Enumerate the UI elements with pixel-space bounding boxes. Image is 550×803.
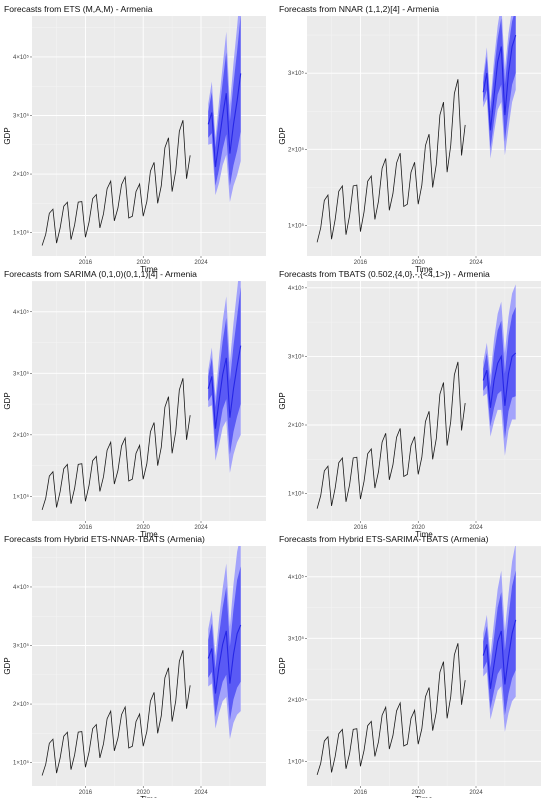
chart-panel-5: Forecasts from Hybrid ETS-NNAR-TBATS (Ar… — [3, 534, 266, 803]
y-tick-label: 1×10⁵ — [288, 758, 305, 765]
y-tick-label: 2×10⁵ — [288, 146, 305, 153]
y-tick-label: 1×10⁵ — [288, 491, 305, 498]
chart-title: Forecasts from SARIMA (0,1,0)(0,1,1)[4] … — [4, 269, 197, 279]
x-axis-label: Time — [140, 530, 158, 539]
prediction-band-80 — [483, 307, 516, 439]
prediction-band-80 — [208, 287, 241, 455]
history-series-line — [316, 79, 466, 243]
x-axis-label: Time — [415, 530, 433, 539]
x-axis-label: Time — [415, 265, 433, 274]
y-tick-label: 1×10⁵ — [288, 223, 305, 230]
x-tick-label: 2024 — [469, 525, 483, 531]
y-tick-label: 3×10⁵ — [288, 353, 305, 360]
history-series-line — [41, 650, 191, 776]
y-axis-label: GDP — [3, 657, 12, 674]
y-tick-label: 1×10⁵ — [13, 493, 30, 500]
history-series-line — [316, 361, 466, 509]
x-tick-label: 2016 — [354, 525, 368, 531]
x-tick-label: 2020 — [412, 260, 426, 266]
history-series-line — [41, 120, 191, 246]
prediction-band-80 — [483, 16, 516, 150]
chart-title: Forecasts from Hybrid ETS-SARIMA-TBATS (… — [279, 534, 489, 544]
chart-title: Forecasts from NNAR (1,1,2)[4] - Armenia — [279, 4, 439, 14]
y-tick-label: 1×10⁵ — [13, 230, 30, 237]
y-tick-label: 2×10⁵ — [288, 422, 305, 429]
chart-panel-3: Forecasts from SARIMA (0,1,0)(0,1,1)[4] … — [3, 269, 266, 539]
x-tick-label: 2016 — [79, 525, 93, 531]
y-tick-label: 3×10⁵ — [13, 113, 30, 120]
x-tick-label: 2016 — [354, 260, 368, 266]
chart-panel-2: Forecasts from NNAR (1,1,2)[4] - Armenia… — [278, 4, 541, 274]
x-tick-label: 2024 — [194, 790, 208, 796]
x-tick-label: 2020 — [137, 260, 151, 266]
y-axis-label: GDP — [278, 657, 287, 674]
prediction-band-80 — [208, 16, 241, 186]
prediction-band-80 — [208, 566, 241, 721]
y-tick-label: 2×10⁵ — [13, 432, 30, 439]
x-tick-label: 2024 — [469, 790, 483, 796]
history-series-line — [41, 378, 191, 511]
y-axis-label: GDP — [3, 392, 12, 409]
y-axis-label: GDP — [278, 127, 287, 144]
x-tick-label: 2016 — [79, 260, 93, 266]
x-tick-label: 2024 — [194, 525, 208, 531]
y-tick-label: 4×10⁵ — [13, 584, 30, 591]
y-tick-label: 2×10⁵ — [13, 701, 30, 708]
chart-title: Forecasts from TBATS (0.502,{4,0},-,{<4,… — [279, 269, 490, 279]
forecast-mean-line — [207, 73, 242, 168]
y-axis-label: GDP — [278, 392, 287, 409]
x-tick-label: 2016 — [79, 790, 93, 796]
chart-title: Forecasts from Hybrid ETS-NNAR-TBATS (Ar… — [4, 534, 205, 544]
y-tick-label: 3×10⁵ — [13, 643, 30, 650]
x-axis-label: Time — [140, 265, 158, 274]
x-tick-label: 2024 — [469, 260, 483, 266]
forecast-mean-line — [207, 345, 242, 429]
x-tick-label: 2020 — [412, 525, 426, 531]
y-tick-label: 1×10⁵ — [13, 760, 30, 767]
x-tick-label: 2024 — [194, 260, 208, 266]
x-tick-label: 2020 — [137, 790, 151, 796]
y-axis-label: GDP — [3, 127, 12, 144]
y-tick-label: 2×10⁵ — [13, 171, 30, 178]
y-tick-label: 4×10⁵ — [288, 574, 305, 581]
y-tick-label: 4×10⁵ — [288, 285, 305, 292]
forecast-mean-line — [482, 619, 517, 689]
forecast-mean-line — [482, 352, 517, 408]
y-tick-label: 3×10⁵ — [13, 370, 30, 377]
y-tick-label: 3×10⁵ — [288, 70, 305, 77]
y-tick-label: 2×10⁵ — [288, 697, 305, 704]
chart-title: Forecasts from ETS (M,A,M) - Armenia — [4, 4, 153, 14]
y-tick-label: 3×10⁵ — [288, 635, 305, 642]
y-tick-label: 4×10⁵ — [13, 309, 30, 316]
forecast-mean-line — [482, 34, 517, 131]
y-tick-label: 4×10⁵ — [13, 54, 30, 61]
chart-panel-6: Forecasts from Hybrid ETS-SARIMA-TBATS (… — [278, 534, 541, 803]
chart-panel-4: Forecasts from TBATS (0.502,{4,0},-,{<4,… — [278, 269, 541, 539]
chart-panel-1: Forecasts from ETS (M,A,M) - Armenia 1×10… — [3, 4, 266, 274]
history-series-line — [316, 643, 466, 776]
forecast-mean-line — [207, 624, 242, 694]
x-tick-label: 2020 — [412, 790, 426, 796]
x-tick-label: 2016 — [354, 790, 368, 796]
x-tick-label: 2020 — [137, 525, 151, 531]
